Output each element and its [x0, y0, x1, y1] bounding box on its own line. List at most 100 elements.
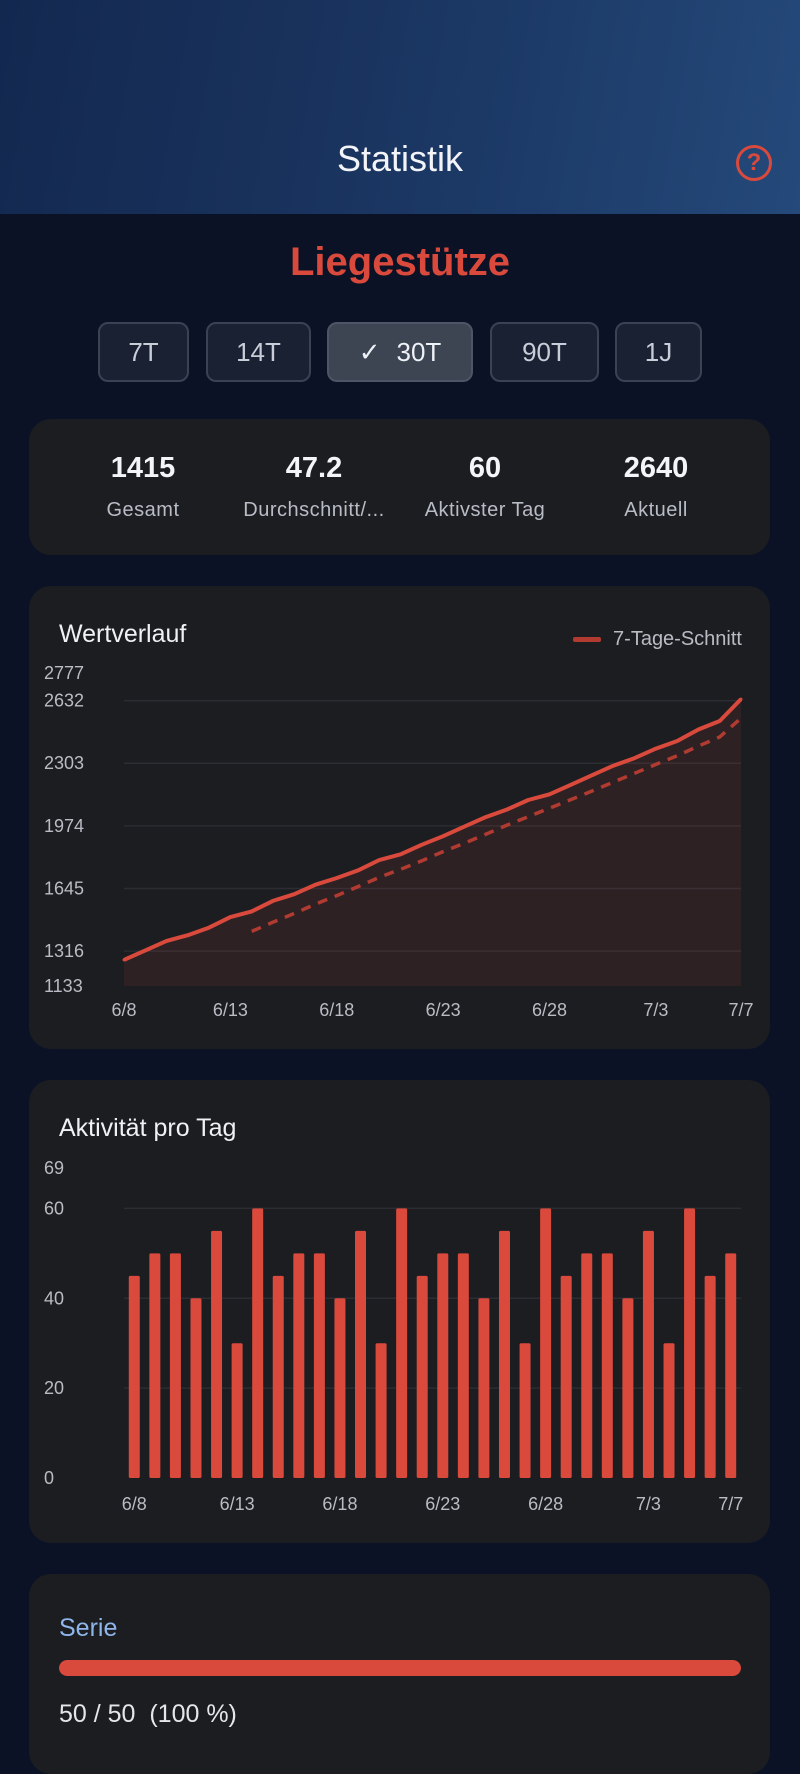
x-tick-label: 6/23 — [426, 1000, 461, 1020]
stat-label: Aktuell — [624, 499, 688, 521]
bar — [684, 1208, 696, 1478]
data-point — [165, 939, 169, 943]
x-tick-label: 6/13 — [220, 1494, 255, 1514]
data-point — [548, 792, 552, 796]
data-point — [590, 773, 594, 777]
bar — [396, 1208, 408, 1478]
data-point — [377, 858, 381, 862]
data-point — [143, 948, 147, 952]
average-line — [251, 716, 743, 934]
x-tick-label: 6/28 — [528, 1494, 563, 1514]
serie-progress-fill — [59, 1660, 741, 1676]
range-label: 30T — [396, 336, 442, 367]
y-tick-label: 1316 — [44, 941, 84, 961]
stat-label: Gesamt — [106, 499, 180, 521]
bar — [252, 1208, 264, 1478]
stat-value: 47.2 — [285, 452, 343, 484]
data-point — [335, 876, 339, 880]
data-point — [505, 808, 509, 812]
x-tick-label: 7/7 — [728, 1000, 753, 1020]
bar — [704, 1275, 716, 1478]
range-button-90t[interactable]: 90T — [490, 322, 599, 382]
range-button-1j[interactable]: 1J — [615, 322, 702, 382]
bar — [416, 1275, 428, 1478]
y-tick-label: 69 — [44, 1158, 64, 1178]
data-point — [228, 915, 232, 919]
page-title: Statistik — [336, 138, 464, 179]
serie-progress-track — [59, 1660, 741, 1676]
bar — [313, 1253, 325, 1478]
x-tick-label: 7/7 — [718, 1494, 743, 1514]
range-label: 1J — [644, 336, 673, 367]
bar — [519, 1343, 531, 1478]
y-tick-label: 60 — [44, 1198, 64, 1218]
bar — [169, 1253, 181, 1478]
value-trend-card: Wertverlauf 7-Tage-Schnitt 2777 2632 2303 1… — [29, 586, 770, 1049]
bar — [375, 1343, 387, 1478]
data-point — [207, 926, 211, 930]
stats-card: 1415 Gesamt 47.2 Durchschnitt/... 60 Akt… — [29, 419, 770, 555]
card-title: Aktivität pro Tag — [59, 1114, 237, 1142]
stat-label: Durchschnitt/... — [243, 499, 385, 521]
bar — [642, 1230, 654, 1478]
serie-progress-text: 50 / 50 (100 %) — [59, 1700, 237, 1728]
bar — [437, 1253, 449, 1478]
stat-value: 1415 — [110, 452, 176, 484]
data-point — [654, 747, 658, 751]
y-tick-label: 0 — [44, 1468, 54, 1488]
range-button-30t[interactable]: ✓ 30T — [327, 322, 473, 382]
y-tick-label: 1645 — [44, 879, 84, 899]
data-point — [356, 868, 360, 872]
bar — [355, 1230, 367, 1478]
question-circle-icon[interactable]: ? — [736, 145, 772, 181]
x-tick-label: 7/3 — [643, 1000, 668, 1020]
bar — [663, 1343, 675, 1478]
y-tick-label: 1974 — [44, 816, 84, 836]
stat-most-active-day: 60 Aktivster Tag — [395, 452, 575, 522]
data-point — [271, 899, 275, 903]
y-tick-label: 40 — [44, 1288, 64, 1308]
card-title: Wertverlauf — [59, 620, 187, 648]
data-point — [675, 739, 679, 743]
value-line — [123, 697, 743, 962]
bar — [231, 1343, 243, 1478]
data-point — [696, 728, 700, 732]
y-tick-label: 20 — [44, 1378, 64, 1398]
x-tick-label: 6/13 — [213, 1000, 248, 1020]
data-point — [420, 843, 424, 847]
stat-average: 47.2 Durchschnitt/... — [224, 452, 404, 522]
daily-activity-card: Aktivität pro Tag 69 60 40 20 0 6/8 6/13 6/18 6/… — [29, 1080, 770, 1543]
stat-value: 60 — [468, 452, 502, 484]
x-tick-label: 6/8 — [122, 1494, 147, 1514]
data-point — [313, 883, 317, 887]
data-point — [462, 825, 466, 829]
range-button-14t[interactable]: 14T — [206, 322, 311, 382]
y-tick-label: 1133 — [44, 976, 83, 996]
x-tick-label: 6/28 — [532, 1000, 567, 1020]
bar-chart: 69 60 40 20 0 6/8 6/13 6/18 6/23 6/28 7/3 7/7 — [44, 1158, 743, 1514]
stat-total: 1415 Gesamt — [53, 452, 233, 522]
data-point — [633, 756, 637, 760]
app-header: Statistik ? — [0, 0, 800, 214]
bar — [457, 1253, 469, 1478]
bar — [498, 1230, 510, 1478]
legend-swatch — [573, 637, 602, 642]
stat-value: 2640 — [623, 452, 689, 484]
x-tick-label: 6/18 — [319, 1000, 354, 1020]
range-label: 14T — [236, 336, 281, 367]
range-button-7t[interactable]: 7T — [98, 322, 189, 382]
bar — [211, 1230, 223, 1478]
x-tick-label: 6/18 — [322, 1494, 357, 1514]
stat-current: 2640 Aktuell — [566, 452, 746, 522]
y-tick-label: 2632 — [44, 691, 84, 711]
bar — [149, 1253, 161, 1478]
bar — [622, 1298, 634, 1478]
bar — [334, 1298, 346, 1478]
data-point — [292, 892, 296, 896]
bar — [293, 1253, 305, 1478]
bar — [581, 1253, 593, 1478]
chart-legend: 7-Tage-Schnitt — [573, 628, 742, 651]
range-label: 7T — [128, 336, 159, 367]
legend-label: 7-Tage-Schnitt — [613, 628, 742, 650]
bar — [601, 1253, 613, 1478]
